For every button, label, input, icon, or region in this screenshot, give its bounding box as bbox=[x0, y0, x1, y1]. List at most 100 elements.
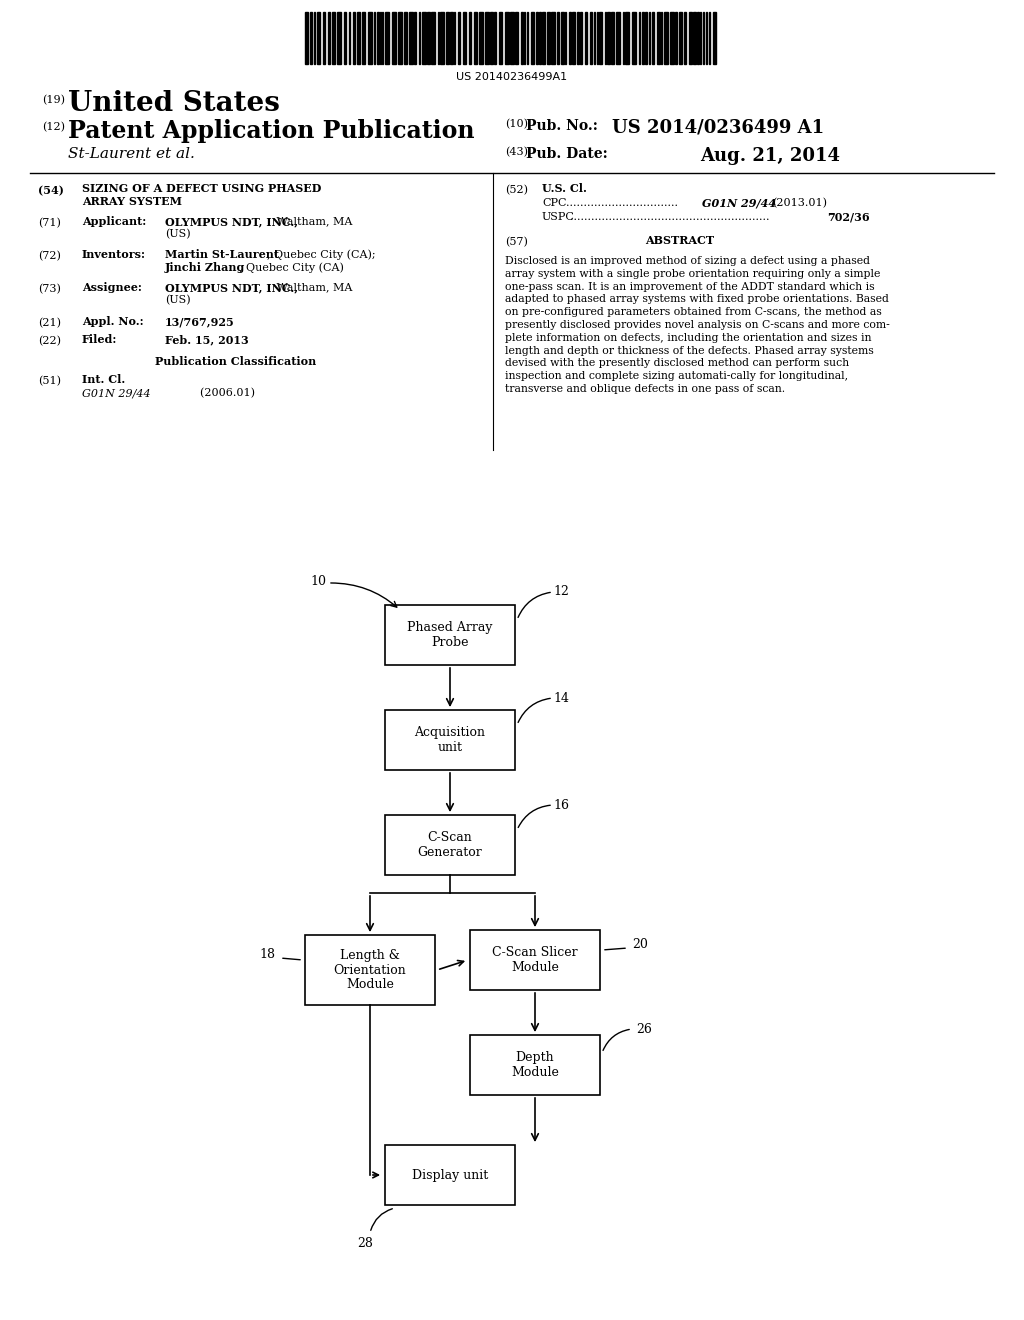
Bar bbox=[392, 12, 396, 63]
Bar bbox=[713, 12, 716, 63]
Bar bbox=[362, 12, 365, 63]
Text: OLYMPUS NDT, INC.,: OLYMPUS NDT, INC., bbox=[165, 282, 298, 293]
Bar bbox=[305, 12, 308, 63]
Text: 702/36: 702/36 bbox=[827, 213, 869, 223]
Bar bbox=[414, 12, 416, 63]
Bar bbox=[450, 12, 453, 63]
Text: US 20140236499A1: US 20140236499A1 bbox=[457, 73, 567, 82]
Bar bbox=[599, 12, 602, 63]
Bar bbox=[505, 12, 509, 63]
Text: Display unit: Display unit bbox=[412, 1168, 488, 1181]
Bar bbox=[521, 12, 523, 63]
Text: St-Laurent et al.: St-Laurent et al. bbox=[68, 147, 195, 161]
Bar bbox=[580, 12, 582, 63]
Bar bbox=[531, 12, 534, 63]
Text: ARRAY SYSTEM: ARRAY SYSTEM bbox=[82, 195, 182, 207]
Bar bbox=[385, 605, 515, 665]
Text: Waltham, MA: Waltham, MA bbox=[273, 282, 352, 292]
Bar bbox=[515, 12, 518, 63]
Text: 16: 16 bbox=[553, 799, 569, 812]
Text: adapted to phased array systems with fixed probe orientations. Based: adapted to phased array systems with fix… bbox=[505, 294, 889, 305]
Text: Waltham, MA: Waltham, MA bbox=[273, 216, 352, 226]
Text: Martin St-Laurent: Martin St-Laurent bbox=[165, 249, 279, 260]
Bar bbox=[470, 1035, 600, 1096]
Bar bbox=[305, 935, 435, 1005]
Bar bbox=[616, 12, 620, 63]
Bar bbox=[323, 12, 325, 63]
Bar bbox=[385, 814, 515, 875]
Bar bbox=[344, 12, 346, 63]
Bar bbox=[547, 12, 550, 63]
Text: (2006.01): (2006.01) bbox=[172, 388, 255, 399]
Bar bbox=[474, 12, 477, 63]
Bar bbox=[317, 12, 319, 63]
Text: 13/767,925: 13/767,925 bbox=[165, 315, 234, 327]
Bar bbox=[542, 12, 545, 63]
Text: one-pass scan. It is an improvement of the ADDT standard which is: one-pass scan. It is an improvement of t… bbox=[505, 281, 874, 292]
Bar bbox=[590, 12, 592, 63]
Bar bbox=[446, 12, 449, 63]
Bar bbox=[675, 12, 677, 63]
Bar bbox=[409, 12, 413, 63]
Text: inspection and complete sizing automati-cally for longitudinal,: inspection and complete sizing automati-… bbox=[505, 371, 848, 381]
Text: Pub. No.:: Pub. No.: bbox=[526, 119, 598, 133]
Text: Depth
Module: Depth Module bbox=[511, 1051, 559, 1078]
Text: Pub. Date:: Pub. Date: bbox=[526, 147, 608, 161]
Text: Filed:: Filed: bbox=[82, 334, 118, 345]
Bar bbox=[385, 710, 515, 770]
Bar bbox=[551, 12, 555, 63]
Text: Applicant:: Applicant: bbox=[82, 216, 146, 227]
Bar bbox=[611, 12, 614, 63]
Text: Aug. 21, 2014: Aug. 21, 2014 bbox=[700, 147, 840, 165]
Text: Inventors:: Inventors: bbox=[82, 249, 146, 260]
Bar bbox=[353, 12, 355, 63]
Bar bbox=[510, 12, 514, 63]
Bar bbox=[440, 12, 444, 63]
Bar bbox=[470, 931, 600, 990]
Bar bbox=[328, 12, 330, 63]
Text: devised with the presently disclosed method can perform such: devised with the presently disclosed met… bbox=[505, 359, 849, 368]
Bar bbox=[693, 12, 696, 63]
Text: 10: 10 bbox=[310, 576, 326, 587]
Bar bbox=[679, 12, 682, 63]
Bar bbox=[337, 12, 341, 63]
Bar bbox=[332, 12, 335, 63]
Text: 26: 26 bbox=[636, 1023, 652, 1036]
Text: CPC: CPC bbox=[542, 198, 566, 209]
Text: US 2014/0236499 A1: US 2014/0236499 A1 bbox=[612, 119, 824, 137]
Bar bbox=[499, 12, 502, 63]
Text: (US): (US) bbox=[165, 294, 190, 305]
Text: on pre-configured parameters obtained from C-scans, the method as: on pre-configured parameters obtained fr… bbox=[505, 308, 882, 317]
Text: (22): (22) bbox=[38, 337, 61, 346]
Text: 18: 18 bbox=[259, 949, 275, 961]
Text: (54): (54) bbox=[38, 185, 63, 195]
Text: , Quebec City (CA);: , Quebec City (CA); bbox=[267, 249, 376, 260]
Text: Disclosed is an improved method of sizing a defect using a phased: Disclosed is an improved method of sizin… bbox=[505, 256, 870, 267]
Bar bbox=[561, 12, 564, 63]
Text: 28: 28 bbox=[357, 1237, 373, 1250]
Text: (51): (51) bbox=[38, 376, 61, 387]
Text: Phased Array
Probe: Phased Array Probe bbox=[408, 620, 493, 649]
Bar bbox=[670, 12, 674, 63]
Bar bbox=[684, 12, 686, 63]
Text: G01N 29/44: G01N 29/44 bbox=[702, 198, 776, 209]
Text: (12): (12) bbox=[42, 121, 65, 132]
Text: United States: United States bbox=[68, 90, 280, 117]
Text: Assignee:: Assignee: bbox=[82, 282, 142, 293]
Text: 14: 14 bbox=[553, 692, 569, 705]
Bar bbox=[427, 12, 430, 63]
Text: (2013.01): (2013.01) bbox=[772, 198, 827, 209]
Bar bbox=[398, 12, 402, 63]
Bar bbox=[539, 12, 541, 63]
Bar bbox=[607, 12, 610, 63]
Bar bbox=[632, 12, 636, 63]
Text: ................................: ................................ bbox=[566, 198, 678, 209]
Text: ABSTRACT: ABSTRACT bbox=[645, 235, 715, 246]
Text: Appl. No.:: Appl. No.: bbox=[82, 315, 143, 327]
Bar bbox=[368, 12, 372, 63]
Bar bbox=[404, 12, 407, 63]
Bar bbox=[557, 12, 559, 63]
Bar bbox=[569, 12, 571, 63]
Text: (52): (52) bbox=[505, 185, 528, 195]
Text: (71): (71) bbox=[38, 218, 60, 228]
